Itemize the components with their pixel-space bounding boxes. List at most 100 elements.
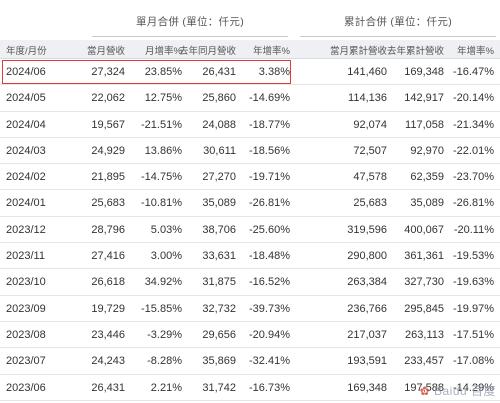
row-cumulative-revenue: 92,074 (353, 118, 387, 131)
row-last-year-cumulative: 92,970 (410, 144, 444, 157)
header-last-year-month: 去年同月營收 (178, 46, 236, 57)
row-date: 2024/05 (6, 92, 46, 105)
header-last-year-cumulative: 去年累計營收 (386, 46, 444, 57)
row-last-year-month: 38,706 (202, 223, 236, 236)
row-last-year-month: 30,611 (203, 144, 236, 157)
row-month-revenue: 24,929 (91, 144, 125, 157)
row-last-year-month: 32,732 (202, 302, 236, 315)
row-month-growth: 12.75% (144, 92, 182, 105)
row-cumulative-growth: -20.14% (453, 92, 494, 105)
row-yoy-growth: -19.71% (249, 171, 290, 184)
row-month-growth: 13.86% (144, 144, 182, 157)
table-row: 2023/08 23,446 -3.29% 29,656 -20.94% 217,037 2… (0, 322, 500, 349)
row-last-year-month: 31,875 (202, 276, 236, 289)
row-yoy-growth: -39.73% (249, 302, 290, 315)
row-month-revenue: 27,324 (91, 66, 125, 78)
row-month-growth: 5.03% (150, 223, 182, 236)
row-month-revenue: 21,895 (91, 171, 125, 184)
row-cumulative-revenue: 169,348 (347, 381, 387, 394)
row-month-revenue: 27,416 (91, 250, 125, 263)
monthly-group-label: 單月合併 (單位：仟元) (135, 16, 244, 28)
row-yoy-growth: -16.52% (249, 276, 290, 289)
row-cumulative-growth: -20.11% (453, 223, 494, 236)
column-group-header: 單月合併 (單位：仟元) 累計合併 (單位：仟元) (0, 0, 500, 40)
row-cumulative-growth: -21.34% (453, 118, 494, 131)
row-last-year-month: 31,742 (202, 381, 236, 394)
row-last-year-month: 25,860 (202, 92, 236, 105)
row-month-revenue: 19,567 (91, 118, 125, 131)
header-cumulative-growth: 年增率% (457, 46, 494, 57)
row-month-growth: -3.29% (147, 328, 182, 341)
row-last-year-cumulative: 361,361 (404, 250, 444, 263)
row-cumulative-revenue: 217,037 (347, 328, 387, 341)
column-header-row: 年度/月份 當月營收 月增率% 去年同月營收 年增率% 當月累計營收 去年累計營… (0, 40, 500, 59)
row-yoy-growth: -26.81% (249, 197, 290, 210)
row-cumulative-growth: -22.01% (453, 144, 494, 157)
header-yoy-growth: 年增率% (253, 46, 290, 57)
table-row: 2023/11 27,416 3.00% 33,631 -18.48% 290,800 36… (0, 243, 500, 270)
row-month-revenue: 22,062 (91, 92, 125, 105)
row-date: 2024/06 (6, 66, 46, 78)
row-date: 2023/09 (6, 302, 46, 315)
table-row: 2024/02 21,895 -14.75% 27,270 -19.71% 47,578 6… (0, 164, 500, 191)
row-month-growth: -14.75% (141, 171, 182, 184)
row-cumulative-growth: -23.70% (453, 171, 494, 184)
row-cumulative-revenue: 193,591 (347, 355, 387, 368)
row-yoy-growth: -18.48% (249, 250, 290, 263)
row-cumulative-growth: -17.51% (453, 328, 494, 341)
monthly-group-divider (92, 36, 288, 37)
row-cumulative-revenue: 72,507 (353, 144, 387, 157)
row-date: 2024/03 (6, 144, 46, 157)
row-last-year-cumulative: 327,730 (404, 276, 444, 289)
row-cumulative-growth: -14.29% (453, 381, 494, 394)
row-cumulative-revenue: 47,578 (353, 171, 387, 184)
row-yoy-growth: -20.94% (249, 328, 290, 341)
row-month-revenue: 24,243 (91, 355, 125, 368)
row-last-year-month: 26,431 (202, 66, 236, 78)
row-last-year-cumulative: 117,058 (405, 118, 444, 131)
table-row: 2024/03 24,929 13.86% 30,611 -18.56% 72,507 92… (0, 138, 500, 165)
row-cumulative-revenue: 236,766 (347, 302, 387, 315)
row-last-year-cumulative: 295,845 (404, 302, 444, 315)
row-last-year-cumulative: 233,457 (404, 355, 444, 368)
row-month-growth: -15.85% (141, 302, 182, 315)
cumulative-group-divider (300, 36, 496, 37)
row-last-year-cumulative: 142,917 (404, 92, 444, 105)
row-last-year-cumulative: 400,067 (404, 223, 444, 236)
table-row: 2024/05 22,062 12.75% 25,860 -14.69% 114,136 1… (0, 85, 500, 112)
row-date: 2024/01 (6, 197, 46, 210)
table-row: 2023/07 24,243 -8.28% 35,869 -32.41% 193,591 2… (0, 348, 500, 375)
row-last-year-month: 33,631 (202, 250, 236, 263)
table-row: 2023/12 28,796 5.03% 38,706 -25.60% 319,596 40… (0, 217, 500, 244)
table-row: 2023/09 19,729 -15.85% 32,732 -39.73% 236,766… (0, 296, 500, 322)
row-date: 2024/02 (6, 171, 46, 184)
row-cumulative-growth: -16.47% (453, 66, 494, 78)
row-last-year-cumulative: 263,113 (405, 328, 444, 341)
row-last-year-month: 27,270 (202, 171, 236, 184)
row-month-growth: 2.21% (150, 381, 182, 394)
row-cumulative-revenue: 141,460 (347, 66, 387, 78)
row-cumulative-growth: -19.63% (453, 276, 494, 289)
row-cumulative-revenue: 25,683 (353, 197, 387, 210)
row-cumulative-growth: -17.08% (453, 355, 494, 368)
row-cumulative-growth: -19.97% (453, 302, 494, 315)
table-row: 2024/01 25,683 -10.81% 35,089 -26.81% 25,683 3… (0, 190, 500, 217)
row-month-growth: 3.00% (150, 250, 182, 263)
row-month-revenue: 23,446 (91, 328, 125, 341)
row-yoy-growth: 3.38% (258, 66, 290, 78)
table-row: 2023/06 26,431 2.21% 31,742 -16.73% 169,348 19… (0, 375, 500, 401)
row-month-growth: -10.81% (141, 197, 182, 210)
row-last-year-month: 35,089 (202, 197, 236, 210)
header-month-revenue: 當月營收 (86, 46, 125, 57)
watermark-text: Baidu 百度 (433, 384, 496, 398)
row-cumulative-growth: -19.53% (453, 250, 494, 263)
row-date: 2023/11 (6, 250, 45, 263)
row-yoy-growth: -18.77% (249, 118, 290, 131)
row-last-year-month: 24,088 (202, 118, 236, 131)
table-row: 2024/06 27,324 23.85% 26,431 3.38% 141,460 169… (0, 59, 500, 86)
row-date: 2024/04 (6, 118, 46, 131)
row-yoy-growth: -16.73% (249, 381, 290, 394)
row-last-year-cumulative: 197,588 (404, 381, 444, 394)
table-row: 2023/10 26,618 34.92% 31,875 -16.52% 263,384 3… (0, 269, 500, 296)
